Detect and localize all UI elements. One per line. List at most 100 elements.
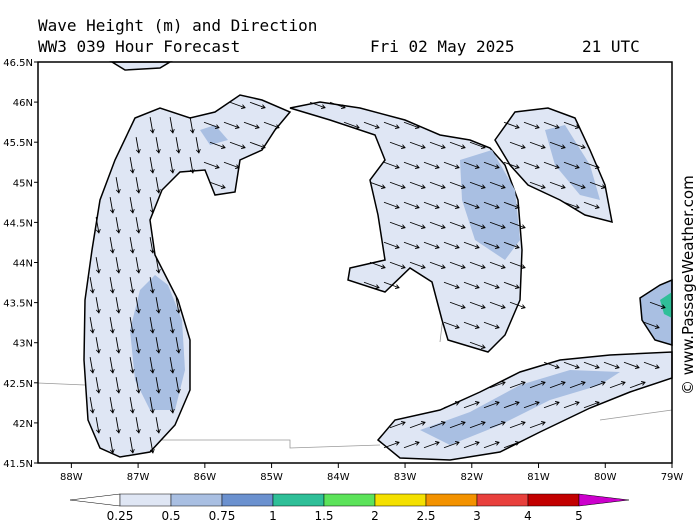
wave-arrow [135, 377, 141, 394]
wave-arrow [135, 177, 141, 194]
wave-arrow [109, 197, 115, 214]
forecast-date: Fri 02 May 2025 [370, 37, 515, 56]
wave-arrow [469, 221, 486, 229]
wave-arrow [115, 297, 121, 314]
wave-arrow [223, 121, 240, 129]
wave-arrow [489, 221, 506, 229]
wave-arrow [583, 361, 600, 369]
wave-arrow [223, 161, 240, 169]
wave-arrow [509, 421, 526, 429]
wave-arrow [509, 381, 526, 389]
wave-arrow [155, 377, 161, 394]
wave-arrow [89, 277, 95, 294]
wave-arrow [209, 181, 226, 189]
wave-arrow [443, 281, 460, 289]
y-tick-label: 44.5N [3, 218, 33, 229]
wave-arrow [149, 357, 155, 374]
wave-arrow [469, 421, 486, 429]
wave-arrow [483, 321, 500, 329]
wave-arrow [109, 317, 115, 334]
wave-arrow [483, 201, 500, 209]
wave-arrow [449, 181, 466, 189]
wave-arrow [189, 117, 195, 134]
wave-arrow [263, 121, 280, 129]
wave-arrow [363, 121, 380, 129]
wave-arrow [175, 297, 181, 314]
wave-arrow [529, 381, 546, 389]
wave-arrow [569, 181, 586, 189]
wave-arrow [149, 117, 155, 134]
y-tick-label: 45.5N [3, 138, 33, 149]
colorbar-bin [221, 493, 274, 507]
wave-arrow [383, 241, 400, 249]
y-tick-label: 45N [13, 178, 33, 189]
wave-arrow [483, 401, 500, 409]
wave-arrow [155, 177, 161, 194]
wave-arrow [603, 361, 620, 369]
wave-arrow [589, 381, 606, 389]
wave-arrow [149, 237, 155, 254]
wave-arrow [523, 161, 540, 169]
wave-arrow [383, 121, 400, 129]
wave-arrow [115, 337, 121, 354]
wave-arrow [155, 337, 161, 354]
wave-arrow [129, 397, 135, 414]
lakes [83, 61, 673, 461]
wave-arrow [543, 361, 560, 369]
colorbar-label: 0.5 [161, 509, 180, 523]
wave-arrow [389, 221, 406, 229]
wave-arrow [443, 441, 460, 449]
wave-arrow [343, 121, 360, 129]
wave-arrow [449, 421, 466, 429]
wave-arrow [129, 157, 135, 174]
wave-arrow [409, 261, 426, 269]
wave-arrow [389, 261, 406, 269]
colorbar-label: 3 [473, 509, 481, 523]
wave-arrow [175, 337, 181, 354]
wave-arrow [209, 141, 226, 149]
wave-arrow [423, 161, 440, 169]
wave-arrow [489, 381, 506, 389]
wave-arrow [249, 101, 266, 109]
wave-arrow [135, 297, 141, 314]
colorbar-label: 1.5 [314, 509, 333, 523]
colorbar-bin [119, 493, 172, 507]
wave-arrow [449, 301, 466, 309]
wave-arrow [95, 257, 101, 274]
colorbar-bin [272, 493, 325, 507]
wave-arrow [135, 417, 141, 434]
wave-arrow [149, 317, 155, 334]
wave-arrow [135, 257, 141, 274]
x-tick-label: 85W [260, 472, 283, 483]
wave-arrow [403, 441, 420, 449]
wave-arrow [109, 277, 115, 294]
wave-arrow [149, 397, 155, 414]
wave-arrow [115, 217, 121, 234]
wave-arrow [403, 161, 420, 169]
wave-arrow [169, 317, 175, 334]
x-tick-label: 79W [661, 472, 684, 483]
wave-arrow [563, 201, 580, 209]
wave-arrow [483, 241, 500, 249]
wave-arrow [195, 137, 201, 154]
wave-arrow [509, 261, 526, 269]
wave-arrow [383, 161, 400, 169]
wave-arrow [149, 277, 155, 294]
y-tick-label: 46.5N [3, 58, 33, 69]
wave-arrow [623, 361, 640, 369]
wave-arrow [569, 381, 586, 389]
wave-arrow [643, 361, 660, 369]
wave-arrow [229, 101, 246, 109]
colorbar-label: 4 [524, 509, 532, 523]
wave-arrow [563, 121, 580, 129]
wave-arrow [483, 161, 500, 169]
wave-arrow [449, 141, 466, 149]
wave-arrow [563, 401, 580, 409]
wave-arrow [643, 321, 660, 329]
colorbar-bin [374, 493, 427, 507]
wave-arrow [589, 181, 606, 189]
wave-arrow [503, 401, 520, 409]
michigan-high-waves-north [200, 125, 228, 145]
wave-arrow [149, 157, 155, 174]
